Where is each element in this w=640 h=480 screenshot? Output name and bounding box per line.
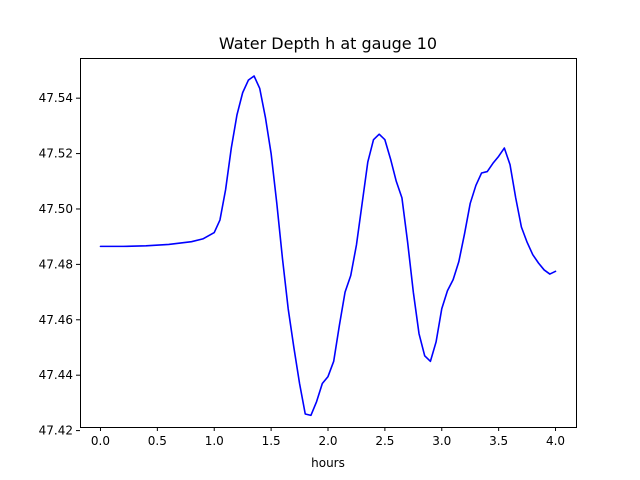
plot-frame — [80, 58, 577, 428]
x-tick-label: 1.0 — [205, 434, 224, 448]
x-axis-label: hours — [311, 456, 345, 470]
x-tick-label: 0.5 — [148, 434, 167, 448]
x-tick-label: 4.0 — [546, 434, 565, 448]
y-tick-label: 47.54 — [39, 91, 73, 105]
y-tick-label: 47.46 — [39, 313, 73, 327]
y-tick-label: 47.44 — [39, 368, 73, 382]
x-tick-label: 0.0 — [91, 434, 110, 448]
x-tick-label: 1.5 — [262, 434, 281, 448]
series-layer — [99, 75, 557, 417]
y-tick-label: 47.50 — [39, 202, 73, 216]
x-tick-label: 2.0 — [318, 434, 337, 448]
x-axis-ticks: 0.0 0.5 1.0 1.5 2.0 2.5 3.0 3.5 4.0 — [91, 427, 565, 448]
x-tick-label: 3.5 — [489, 434, 508, 448]
x-tick-label: 2.5 — [375, 434, 394, 448]
y-axis-ticks: 47.42 47.44 47.46 47.48 47.50 47.52 47.54 — [39, 91, 80, 438]
chart-title: Water Depth h at gauge 10 — [219, 34, 437, 53]
y-tick-label: 47.52 — [39, 147, 73, 161]
y-tick-label: 47.42 — [39, 424, 73, 438]
series-line-0 — [99, 75, 557, 417]
x-tick-label: 3.0 — [432, 434, 451, 448]
y-tick-label: 47.48 — [39, 257, 73, 271]
